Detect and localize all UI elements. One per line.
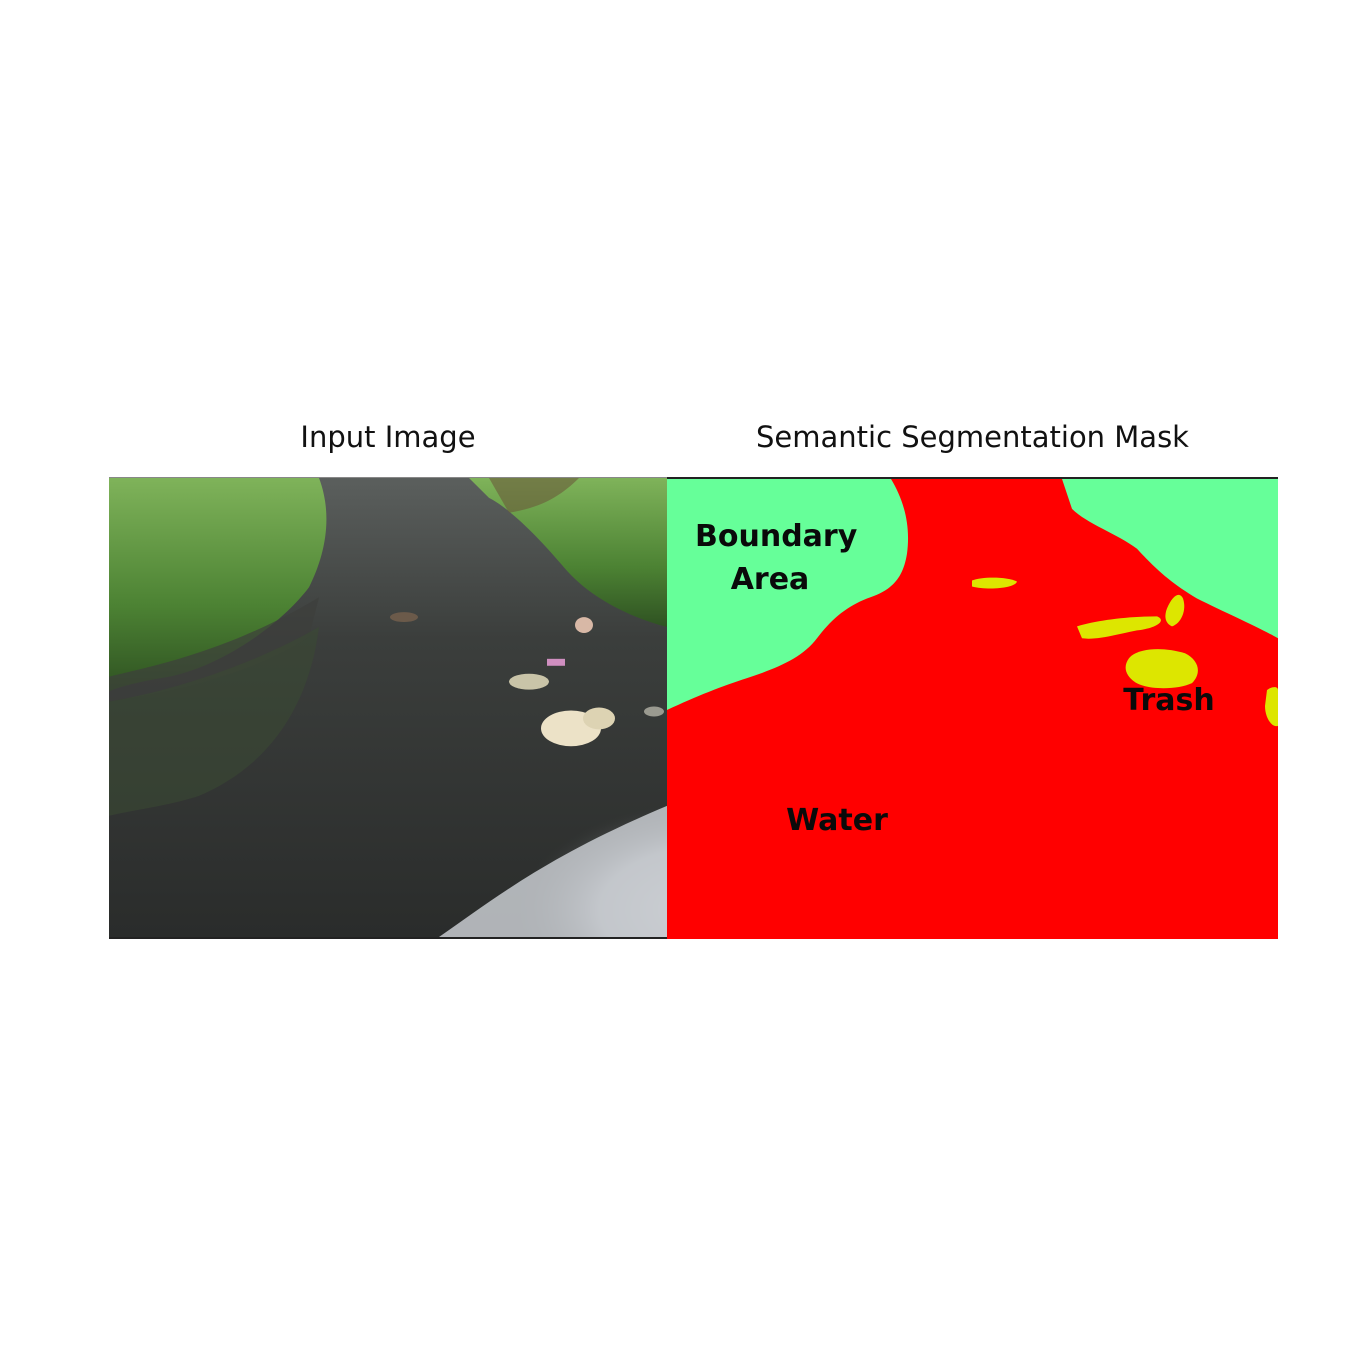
debris-pink	[547, 658, 565, 666]
boundary-area-label: Boundary	[695, 519, 858, 554]
segmentation-mask: Boundary Area Water Trash	[667, 477, 1278, 939]
trash-patch-3	[1165, 594, 1185, 627]
segmentation-mask-title: Semantic Segmentation Mask	[756, 420, 1189, 454]
boundary-area-label-line2: Area	[730, 562, 810, 597]
right-grass-bank	[469, 478, 667, 628]
trash-patch-2	[1077, 616, 1161, 639]
boundary-region-left	[667, 479, 909, 710]
trash-patch-4	[1125, 649, 1198, 689]
trash-patch-5	[1265, 687, 1278, 727]
debris-3	[509, 673, 549, 690]
boundary-region-right	[1062, 479, 1278, 639]
input-image-title: Input Image	[300, 420, 476, 454]
water-label: Water	[786, 803, 888, 838]
trash-patch-1	[972, 577, 1017, 589]
left-grass-bank	[109, 478, 327, 692]
debris-2	[575, 617, 593, 633]
trash-label: Trash	[1123, 683, 1215, 718]
trash-bag-2	[583, 707, 615, 730]
canal-photo	[109, 478, 667, 937]
input-photo	[109, 477, 667, 939]
debris-1	[390, 612, 418, 623]
mask-canvas	[667, 479, 1278, 939]
